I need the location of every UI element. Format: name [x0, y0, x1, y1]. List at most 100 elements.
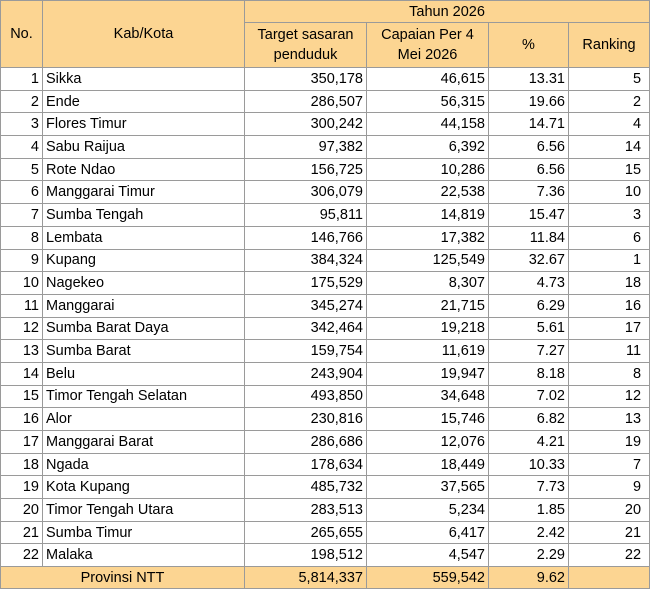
- col-header-target: Target sasaran penduduk: [244, 22, 367, 68]
- col-header-kab-kota: Kab/Kota: [42, 0, 245, 68]
- cell-percent: 1.85: [488, 498, 569, 522]
- cell-target: 159,754: [244, 339, 367, 363]
- cell-capaian: 19,218: [366, 316, 489, 341]
- cell-capaian: 17,382: [366, 225, 489, 250]
- cell-rank: 3: [567, 203, 650, 227]
- cell-no: 11: [0, 293, 43, 318]
- cell-percent: 6.82: [488, 407, 569, 431]
- table-row: 5 Rote Ndao 156,725 10,286 6.56 15: [0, 157, 650, 182]
- cell-percent: 19.66: [488, 89, 569, 114]
- cell-name: Sikka: [42, 67, 245, 91]
- cell-rank: 18: [567, 271, 650, 295]
- table-row: 10 Nagekeo 175,529 8,307 4.73 18: [0, 271, 650, 295]
- table-row: 11 Manggarai 345,274 21,715 6.29 16: [0, 293, 650, 318]
- table-row: 9 Kupang 384,324 125,549 32.67 1: [0, 248, 650, 273]
- cell-percent: 14.71: [488, 112, 569, 137]
- cell-name: Nagekeo: [42, 271, 245, 295]
- col-header-group-year: Tahun 2026: [243, 0, 650, 23]
- cell-no: 22: [0, 543, 43, 568]
- table-row: 19 Kota Kupang 485,732 37,565 7.73 9: [0, 475, 650, 500]
- cell-rank: 4: [567, 112, 650, 137]
- cell-percent: 6.56: [488, 135, 569, 159]
- table-row: 2 Ende 286,507 56,315 19.66 2: [0, 89, 650, 114]
- cell-name: Belu: [42, 361, 245, 386]
- col-header-capaian: Capaian Per 4 Mei 2026: [366, 22, 489, 68]
- cell-target: 300,242: [244, 112, 367, 137]
- total-row: Provinsi NTT 5,814,337 559,542 9.62: [0, 566, 650, 589]
- cell-rank: 6: [567, 225, 650, 250]
- cell-target: 146,766: [244, 225, 367, 250]
- cell-target: 230,816: [244, 407, 367, 431]
- cell-name: Manggarai Timur: [42, 180, 245, 205]
- total-percent: 9.62: [488, 566, 569, 589]
- cell-target: 306,079: [244, 180, 367, 205]
- cell-capaian: 19,947: [366, 361, 489, 386]
- cell-capaian: 44,158: [366, 112, 489, 137]
- cell-percent: 7.36: [488, 180, 569, 205]
- table-row: 1 Sikka 350,178 46,615 13.31 5: [0, 67, 650, 91]
- cell-no: 9: [0, 248, 43, 273]
- cell-name: Sumba Barat: [42, 339, 245, 363]
- cell-capaian: 125,549: [366, 248, 489, 273]
- cell-capaian: 21,715: [366, 293, 489, 318]
- cell-name: Ende: [42, 89, 245, 114]
- col-header-percent: %: [488, 22, 569, 68]
- table-row: 13 Sumba Barat 159,754 11,619 7.27 11: [0, 339, 650, 363]
- table-row: 8 Lembata 146,766 17,382 11.84 6: [0, 225, 650, 250]
- cell-target: 384,324: [244, 248, 367, 273]
- cell-name: Sumba Tengah: [42, 203, 245, 227]
- table-row: 21 Sumba Timur 265,655 6,417 2.42 21: [0, 520, 650, 545]
- cell-rank: 15: [567, 157, 650, 182]
- table-row: 7 Sumba Tengah 95,811 14,819 15.47 3: [0, 203, 650, 227]
- cell-capaian: 46,615: [366, 67, 489, 91]
- cell-target: 243,904: [244, 361, 367, 386]
- cell-rank: 16: [567, 293, 650, 318]
- cell-rank: 5: [567, 67, 650, 91]
- cell-target: 485,732: [244, 475, 367, 500]
- cell-capaian: 11,619: [366, 339, 489, 363]
- cell-percent: 2.29: [488, 543, 569, 568]
- cell-name: Sumba Barat Daya: [42, 316, 245, 341]
- cell-name: Kota Kupang: [42, 475, 245, 500]
- cell-target: 350,178: [244, 67, 367, 91]
- cell-percent: 2.42: [488, 520, 569, 545]
- cell-target: 156,725: [244, 157, 367, 182]
- cell-name: Rote Ndao: [42, 157, 245, 182]
- cell-percent: 4.73: [488, 271, 569, 295]
- cell-name: Lembata: [42, 225, 245, 250]
- cell-capaian: 14,819: [366, 203, 489, 227]
- cell-target: 265,655: [244, 520, 367, 545]
- cell-capaian: 34,648: [366, 384, 489, 409]
- cell-target: 198,512: [244, 543, 367, 568]
- cell-rank: 13: [567, 407, 650, 431]
- cell-no: 2: [0, 89, 43, 114]
- cell-name: Ngada: [42, 452, 245, 477]
- cell-no: 14: [0, 361, 43, 386]
- cell-no: 18: [0, 452, 43, 477]
- table-row: 3 Flores Timur 300,242 44,158 14.71 4: [0, 112, 650, 137]
- table-row: 12 Sumba Barat Daya 342,464 19,218 5.61 17: [0, 316, 650, 341]
- total-capaian: 559,542: [366, 566, 489, 589]
- cell-no: 5: [0, 157, 43, 182]
- cell-rank: 9: [567, 475, 650, 500]
- cell-capaian: 6,417: [366, 520, 489, 545]
- cell-name: Timor Tengah Selatan: [42, 384, 245, 409]
- cell-percent: 4.21: [488, 430, 569, 454]
- cell-target: 493,850: [244, 384, 367, 409]
- cell-percent: 6.29: [488, 293, 569, 318]
- table-row: 6 Manggarai Timur 306,079 22,538 7.36 10: [0, 180, 650, 205]
- cell-percent: 7.73: [488, 475, 569, 500]
- cell-capaian: 10,286: [366, 157, 489, 182]
- cell-rank: 10: [567, 180, 650, 205]
- total-rank-empty: [567, 566, 650, 589]
- cell-no: 4: [0, 135, 43, 159]
- cell-rank: 14: [567, 135, 650, 159]
- total-label: Provinsi NTT: [0, 566, 245, 589]
- cell-percent: 7.27: [488, 339, 569, 363]
- table-row: 14 Belu 243,904 19,947 8.18 8: [0, 361, 650, 386]
- cell-name: Flores Timur: [42, 112, 245, 137]
- cell-rank: 1: [567, 248, 650, 273]
- cell-percent: 13.31: [488, 67, 569, 91]
- cell-capaian: 18,449: [366, 452, 489, 477]
